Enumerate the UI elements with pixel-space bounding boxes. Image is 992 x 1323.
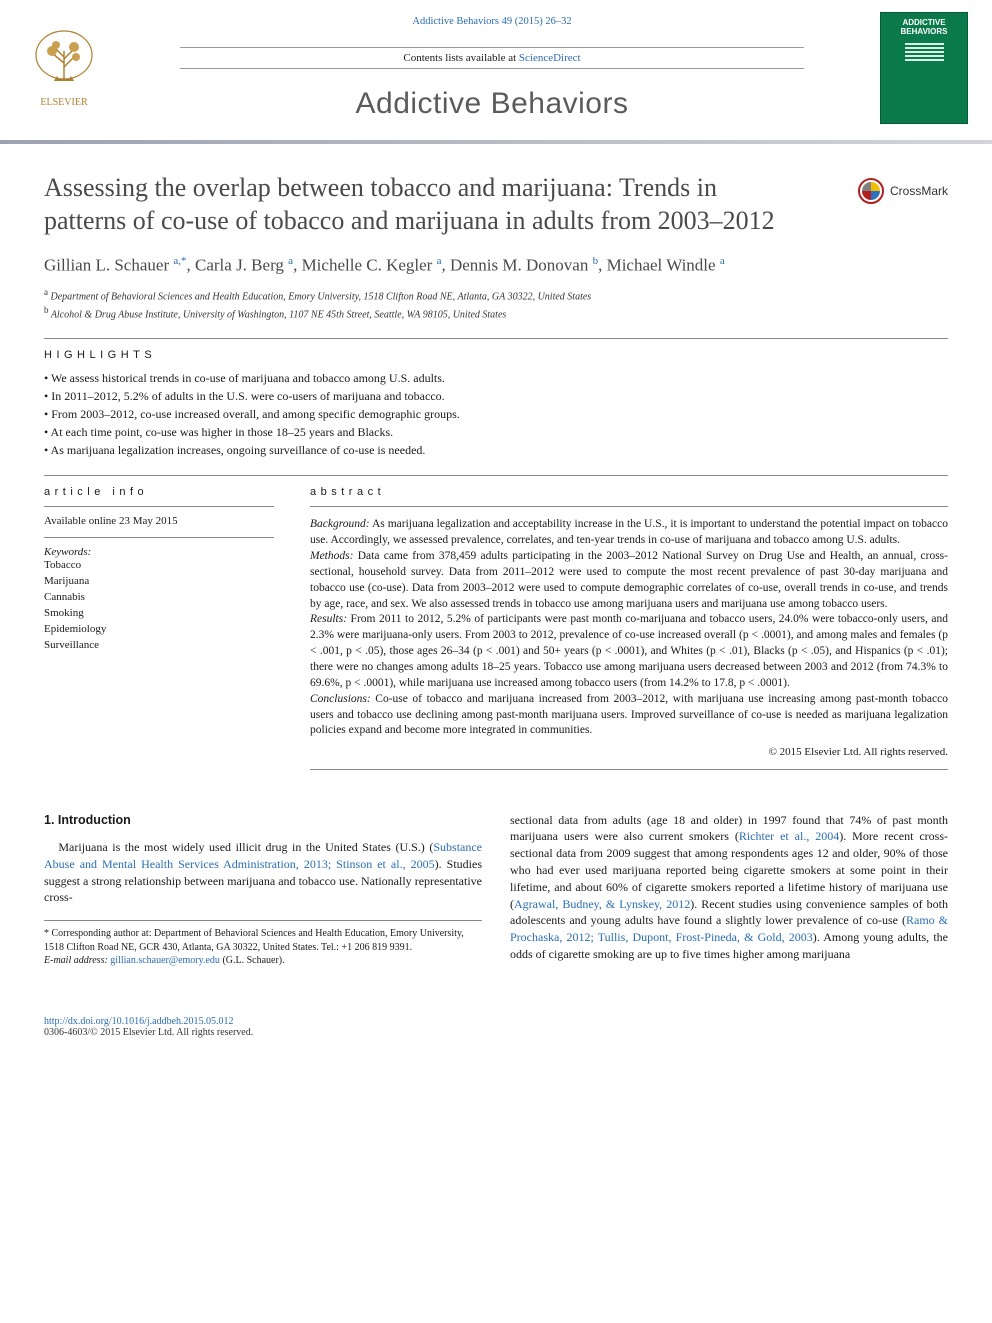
corresponding-text: * Corresponding author at: Department of…: [44, 927, 482, 954]
results-label: Results:: [310, 613, 347, 625]
crossmark-badge[interactable]: CrossMark: [858, 178, 948, 204]
keywords-label: Keywords:: [44, 546, 274, 558]
corresponding-footnote: * Corresponding author at: Department of…: [44, 920, 482, 968]
background-label: Background:: [310, 518, 370, 530]
author-4: Dennis M. Donovan: [450, 256, 588, 275]
svg-text:ELSEVIER: ELSEVIER: [40, 97, 88, 108]
journal-cover-thumbnail: ADDICTIVE BEHAVIORS: [880, 12, 968, 124]
header-center: Addictive Behaviors 49 (2015) 26–32 Cont…: [104, 16, 880, 121]
body-text-columns: 1. Introduction Marijuana is the most wi…: [44, 812, 948, 968]
author-1: Gillian L. Schauer: [44, 256, 169, 275]
affiliations: a Department of Behavioral Sciences and …: [44, 286, 948, 323]
methods-text: Data came from 378,459 adults participat…: [310, 550, 948, 610]
article-info-col: article info Available online 23 May 201…: [44, 486, 274, 769]
author-1-aff: a,: [173, 255, 181, 267]
author-5: Michael Windle: [607, 256, 716, 275]
elsevier-tree-icon: ELSEVIER: [24, 23, 104, 113]
affiliation-a: Department of Behavioral Sciences and He…: [51, 291, 592, 302]
background-text: As marijuana legalization and acceptabil…: [310, 518, 948, 546]
crossmark-icon: [858, 178, 884, 204]
keyword: Marijuana: [44, 574, 274, 590]
divider: [310, 769, 948, 770]
article-info-label: article info: [44, 486, 274, 498]
citation-link[interactable]: Agrawal, Budney, & Lynskey, 2012: [514, 897, 690, 911]
article-main: CrossMark Assessing the overlap between …: [0, 144, 992, 988]
available-online: Available online 23 May 2015: [44, 515, 274, 527]
sciencedirect-link[interactable]: ScienceDirect: [519, 52, 581, 64]
divider: [44, 475, 948, 476]
abstract-body: Background: As marijuana legalization an…: [310, 506, 948, 760]
highlight-item: In 2011–2012, 5.2% of adults in the U.S.…: [44, 387, 948, 405]
page-footer: http://dx.doi.org/10.1016/j.addbeh.2015.…: [0, 1016, 992, 1062]
doi-link[interactable]: http://dx.doi.org/10.1016/j.addbeh.2015.…: [44, 1016, 234, 1027]
author-3: Michelle C. Kegler: [302, 256, 433, 275]
keyword: Smoking: [44, 606, 274, 622]
divider: [44, 537, 274, 538]
citation-link[interactable]: Richter et al., 2004: [739, 829, 839, 843]
keyword: Epidemiology: [44, 622, 274, 638]
author-5-aff: a: [720, 255, 725, 267]
author-list: Gillian L. Schauer a,*, Carla J. Berg a,…: [44, 255, 948, 276]
affiliation-b: Alcohol & Drug Abuse Institute, Universi…: [51, 309, 506, 320]
email-link[interactable]: gillian.schauer@emory.edu: [110, 955, 220, 966]
keyword: Surveillance: [44, 638, 274, 654]
cover-body: [885, 43, 963, 117]
contents-prefix: Contents lists available at: [403, 52, 518, 64]
info-abstract-row: article info Available online 23 May 201…: [44, 486, 948, 769]
highlights-label: HIGHLIGHTS: [44, 349, 948, 361]
intro-heading: 1. Introduction: [44, 812, 482, 830]
highlight-item: From 2003–2012, co-use increased overall…: [44, 405, 948, 423]
keyword: Cannabis: [44, 590, 274, 606]
cover-title: ADDICTIVE BEHAVIORS: [885, 19, 963, 37]
email-suffix: (G.L. Schauer).: [220, 955, 285, 966]
keyword: Tobacco: [44, 558, 274, 574]
highlight-item: At each time point, co-use was higher in…: [44, 423, 948, 441]
abstract-copyright: © 2015 Elsevier Ltd. All rights reserved…: [310, 745, 948, 760]
elsevier-logo: ELSEVIER: [24, 23, 104, 113]
methods-label: Methods:: [310, 550, 353, 562]
citation-line: Addictive Behaviors 49 (2015) 26–32: [120, 16, 864, 27]
journal-title: Addictive Behaviors: [120, 87, 864, 121]
article-title: Assessing the overlap between tobacco an…: [44, 172, 804, 237]
article-info-box: Available online 23 May 2015 Keywords: T…: [44, 506, 274, 654]
intro-p1-a: Marijuana is the most widely used illici…: [58, 840, 433, 854]
results-text: From 2011 to 2012, 5.2% of participants …: [310, 613, 948, 688]
highlight-item: We assess historical trends in co-use of…: [44, 369, 948, 387]
highlight-item: As marijuana legalization increases, ong…: [44, 441, 948, 459]
highlights-list: We assess historical trends in co-use of…: [44, 369, 948, 459]
issn-copyright: 0306-4603/© 2015 Elsevier Ltd. All right…: [44, 1027, 253, 1038]
keywords-list: Tobacco Marijuana Cannabis Smoking Epide…: [44, 558, 274, 654]
abstract-col: abstract Background: As marijuana legali…: [310, 486, 948, 769]
crossmark-label: CrossMark: [890, 184, 948, 198]
conclusions-label: Conclusions:: [310, 693, 371, 705]
email-label: E-mail address:: [44, 955, 110, 966]
conclusions-text: Co-use of tobacco and marijuana increase…: [310, 693, 948, 737]
citation-text: Addictive Behaviors 49 (2015) 26–32: [412, 16, 571, 27]
journal-header: ELSEVIER Addictive Behaviors 49 (2015) 2…: [0, 0, 992, 144]
sciencedirect-line: Contents lists available at ScienceDirec…: [180, 47, 804, 69]
divider: [44, 338, 948, 339]
author-2: Carla J. Berg: [195, 256, 284, 275]
abstract-label: abstract: [310, 486, 948, 498]
